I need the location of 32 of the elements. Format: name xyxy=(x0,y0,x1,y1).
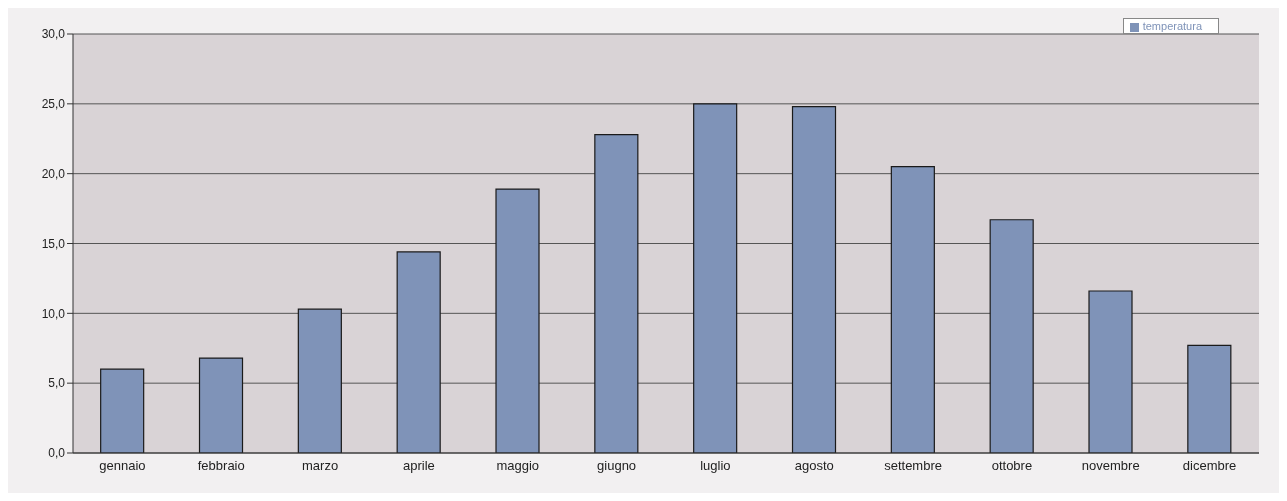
bar xyxy=(1088,290,1133,453)
x-tick-label: novembre xyxy=(1081,458,1140,474)
x-tick-label: giugno xyxy=(597,458,637,474)
x-tick-label: aprile xyxy=(403,458,435,474)
bar xyxy=(693,103,738,453)
x-tick-label: febbraio xyxy=(197,458,245,474)
y-tick-label: 10,0 xyxy=(41,306,66,321)
y-tick-label: 5,0 xyxy=(48,376,66,391)
x-tick-label: maggio xyxy=(496,458,540,474)
bar xyxy=(890,166,935,453)
y-tick-label: 20,0 xyxy=(41,166,66,181)
x-tick-label: settembre xyxy=(884,458,942,474)
bar xyxy=(297,308,342,453)
y-tick-label: 15,0 xyxy=(41,236,66,251)
y-tick-label: 25,0 xyxy=(41,97,66,112)
bar xyxy=(594,133,639,453)
bar xyxy=(100,368,145,453)
bar xyxy=(396,251,441,453)
y-tick-label: 30,0 xyxy=(41,27,66,42)
y-tick-label: 0,0 xyxy=(48,446,66,461)
bar xyxy=(198,357,244,453)
bar xyxy=(1187,344,1232,453)
x-tick-label: luglio xyxy=(700,458,731,474)
x-tick-label: dicembre xyxy=(1182,458,1237,474)
legend-label: temperatura xyxy=(1142,20,1202,32)
x-tick-label: gennaio xyxy=(99,458,146,474)
bar xyxy=(495,188,540,453)
bar xyxy=(989,219,1034,453)
bar xyxy=(791,106,837,453)
x-tick-label: marzo xyxy=(302,458,339,474)
x-tick-label: ottobre xyxy=(991,458,1033,474)
x-tick-label: agosto xyxy=(794,458,834,474)
